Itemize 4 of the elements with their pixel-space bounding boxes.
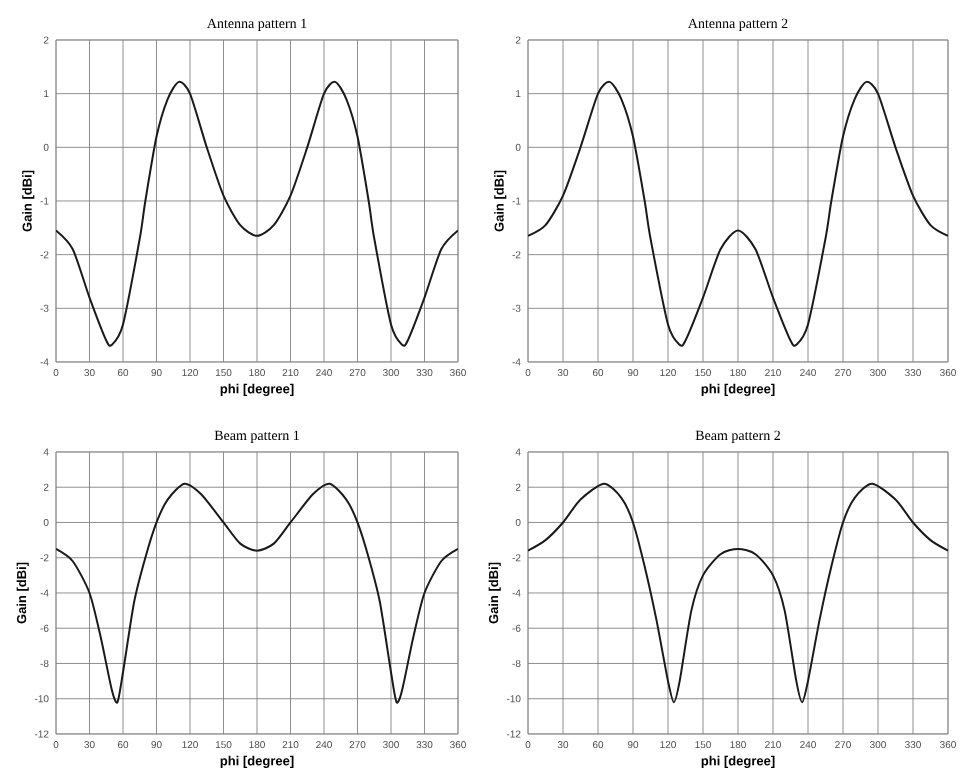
line-series xyxy=(528,80,948,347)
line-series xyxy=(56,80,458,346)
line-series xyxy=(528,482,948,704)
line-series xyxy=(56,482,458,704)
